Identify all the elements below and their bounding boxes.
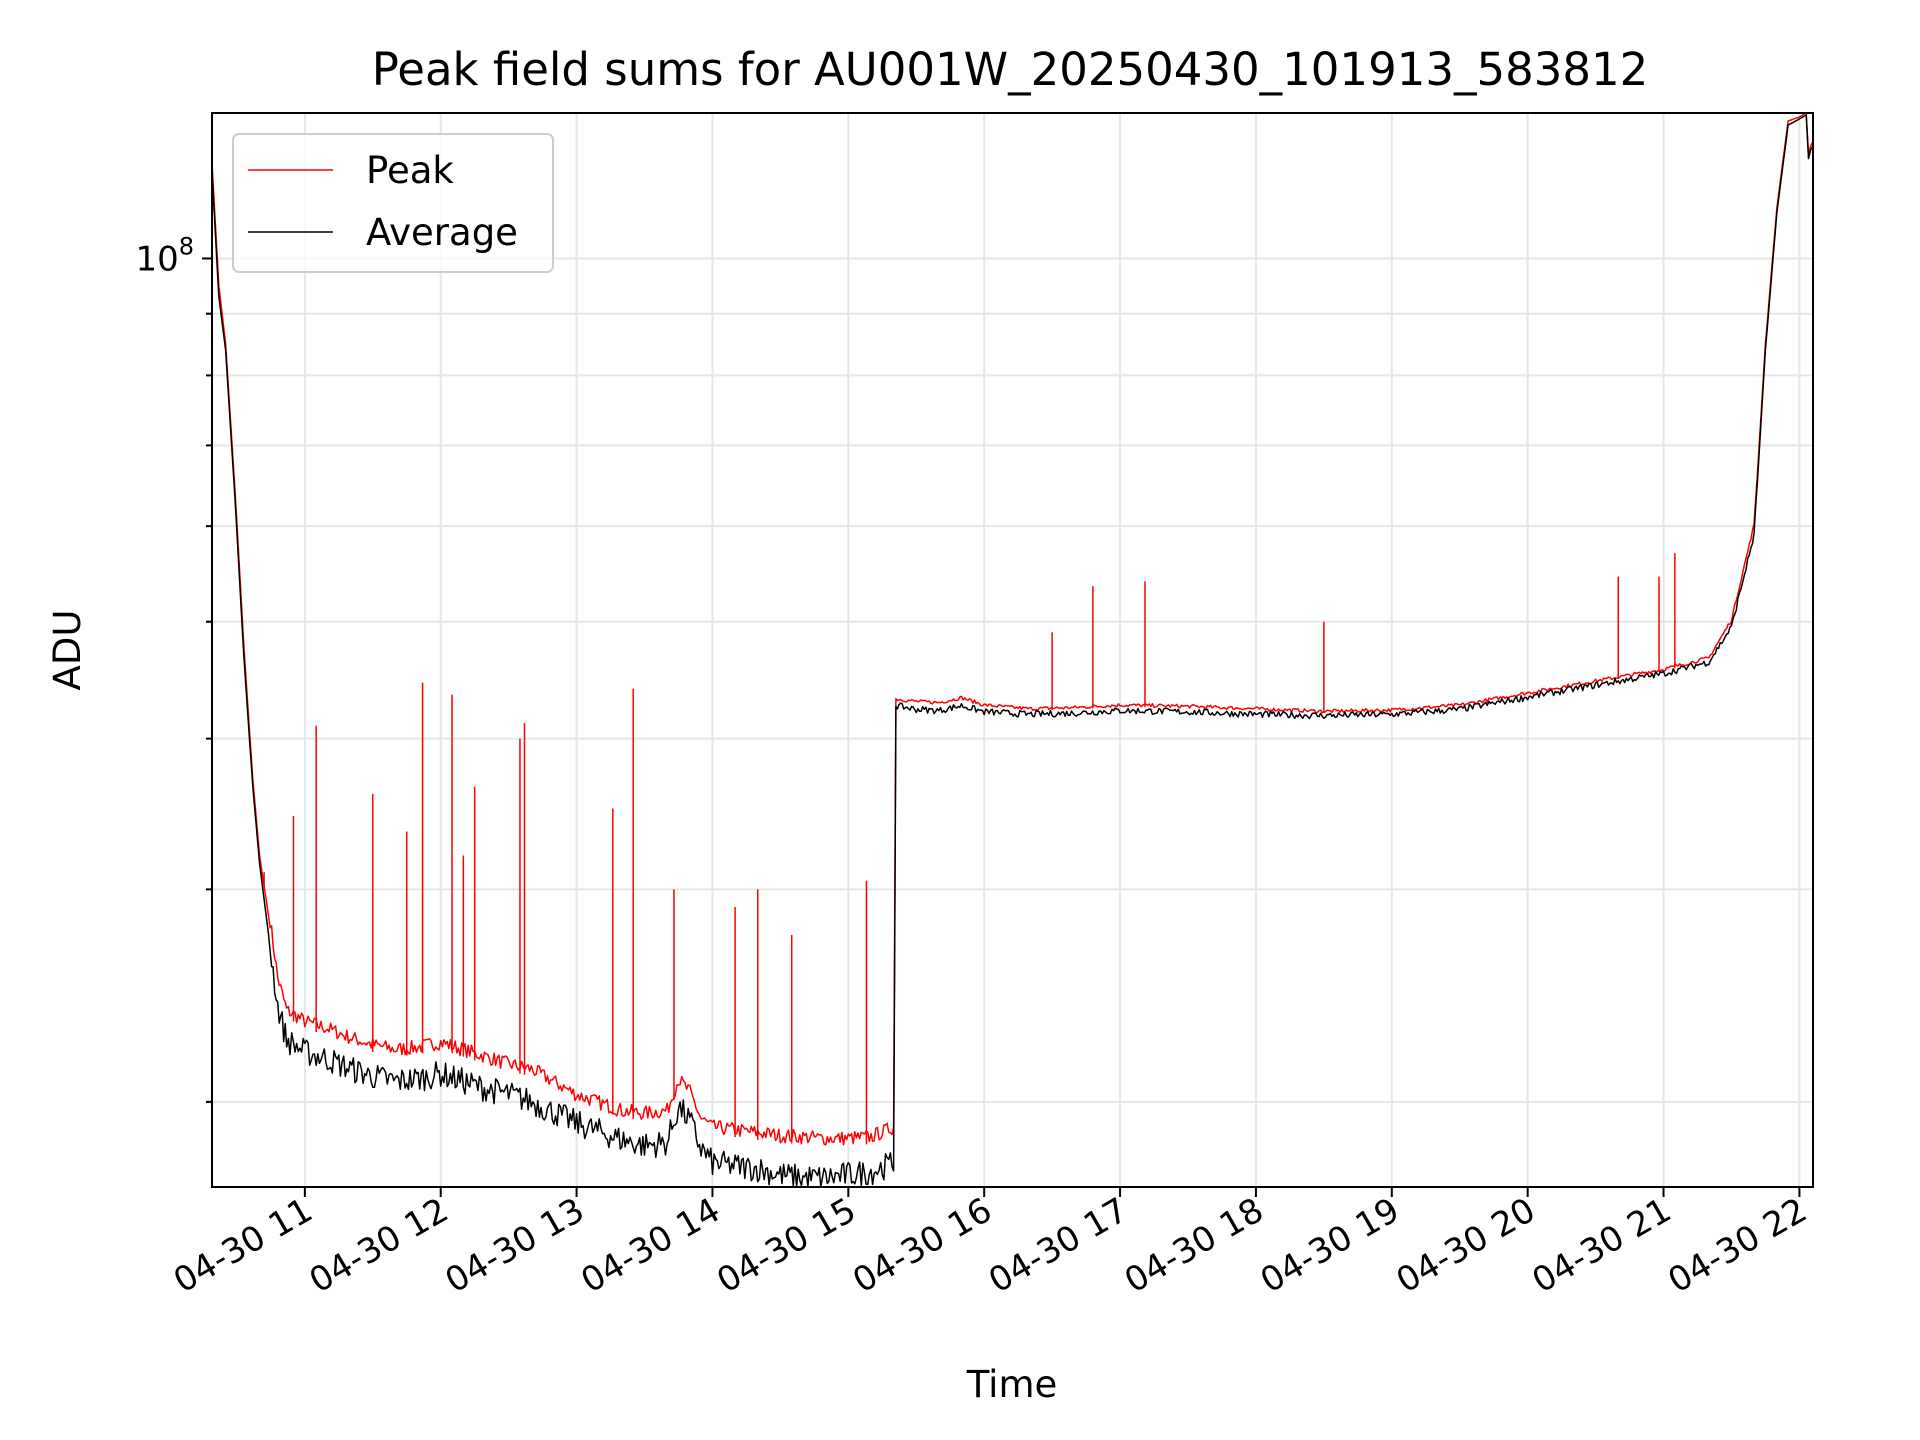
legend-label-peak: Peak <box>366 149 454 192</box>
chart-title: Peak field sums for AU001W_20250430_1019… <box>372 43 1649 96</box>
plot-frame <box>211 112 1814 1188</box>
series-line-peak <box>211 112 1814 1146</box>
y-axis-label: ADU <box>46 610 89 691</box>
series-line-average <box>211 114 1814 1188</box>
x-axis-label: Time <box>966 1363 1058 1406</box>
series-layer <box>211 112 1814 1188</box>
legend-box <box>232 133 554 273</box>
grid <box>212 113 1813 1187</box>
legend: Peak Average <box>232 133 554 273</box>
legend-label-average: Average <box>366 211 518 254</box>
